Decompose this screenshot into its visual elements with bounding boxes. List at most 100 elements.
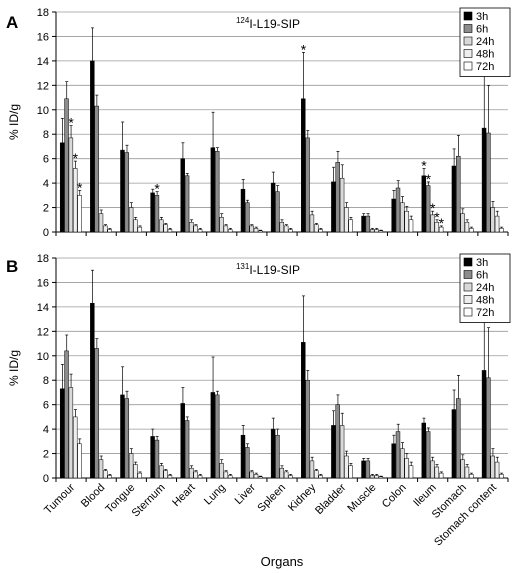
- bar-6h-spleen: [275, 191, 280, 233]
- bar-24h-heart: [189, 467, 194, 479]
- bar-48h-bladder: [344, 455, 349, 479]
- bar-6h-tumour: [64, 98, 69, 233]
- bar-48h-bladder: [344, 207, 349, 233]
- legend-swatch: [463, 257, 473, 267]
- bar-72h-lung: [227, 475, 233, 479]
- bar-48h-spleen: [283, 225, 289, 233]
- bar-24h-sternum: [159, 465, 164, 479]
- legend-label: 72h: [476, 307, 494, 319]
- category-label: Colon: [380, 482, 409, 511]
- bar-48h-tumour: [72, 168, 78, 233]
- significance-star: *: [68, 115, 74, 131]
- bar-6h-heart: [184, 420, 190, 479]
- y-tick-label: 16: [37, 31, 49, 43]
- legend-swatch: [463, 282, 473, 292]
- bar-24h-spleen: [279, 221, 285, 233]
- legend-label: 6h: [476, 24, 488, 36]
- bar-3h-blood: [90, 60, 95, 233]
- bar-3h-blood: [90, 302, 95, 479]
- legend-swatch: [463, 307, 473, 317]
- bar-24h-sternum: [159, 219, 164, 233]
- bar-3h-liver: [240, 188, 246, 233]
- bar-24h-kidney: [309, 214, 315, 233]
- bar-72h-spleen: [288, 475, 293, 479]
- bar-6h-spleen: [275, 434, 280, 479]
- bar-6h-sternum: [154, 439, 160, 479]
- title-text: I-L19-SIP: [249, 17, 300, 31]
- bar-6h-blood: [94, 105, 99, 233]
- bar-48h-tumour: [72, 416, 78, 479]
- legend-swatch: [463, 36, 473, 46]
- y-tick-label: 18: [37, 7, 49, 19]
- legend-label: 72h: [476, 61, 494, 73]
- bar-48h-sternum: [163, 470, 168, 479]
- bar-24h-ileum: [430, 214, 435, 233]
- bar-72h-colon: [408, 219, 414, 233]
- bar-24h-ileum: [430, 460, 435, 479]
- y-tick-label: 6: [43, 400, 49, 412]
- bar-3h-sternum: [150, 192, 155, 233]
- y-tick-label: 8: [43, 375, 49, 387]
- bar-24h-heart: [189, 221, 194, 233]
- bar-48h-tongue: [133, 219, 138, 233]
- x-axis-label: Organs: [261, 554, 304, 569]
- bar-48h-colon: [404, 458, 409, 479]
- panel-title: 131I-L19-SIP: [236, 262, 300, 277]
- bar-24h-stomach-content: [490, 207, 495, 233]
- category-label: Tumour: [42, 481, 77, 516]
- significance-star: *: [430, 200, 436, 216]
- bar-72h-heart: [197, 475, 203, 479]
- bar-48h-colon: [404, 210, 409, 233]
- bar-3h-stomach: [451, 165, 457, 233]
- bar-48h-sternum: [163, 224, 168, 233]
- bar-72h-bladder: [348, 219, 353, 233]
- bar-72h-spleen: [288, 229, 293, 233]
- bar-48h-stomach-content: [494, 215, 500, 233]
- bar-24h-lung: [219, 217, 224, 233]
- bar-24h-colon: [400, 448, 405, 479]
- bar-3h-stomach: [451, 409, 457, 479]
- bar-24h-tongue: [128, 207, 134, 233]
- legend-swatch: [463, 270, 473, 279]
- category-label: Sternum: [130, 482, 168, 520]
- y-tick-label: 14: [37, 302, 49, 314]
- panel-letter: A: [6, 13, 18, 32]
- bar-6h-ileum: [425, 431, 431, 479]
- y-axis-label: % ID/g: [7, 350, 21, 386]
- bar-3h-lung: [210, 392, 216, 479]
- bar-3h-bladder: [331, 181, 336, 233]
- bar-3h-lung: [210, 147, 216, 233]
- legend-label: 6h: [476, 270, 488, 282]
- bar-3h-sternum: [150, 436, 155, 479]
- bar-48h-muscle: [374, 475, 379, 479]
- y-tick-label: 16: [37, 277, 49, 289]
- bar-6h-lung: [214, 394, 220, 479]
- bar-3h-colon: [391, 443, 396, 479]
- bar-6h-muscle: [365, 215, 371, 233]
- bar-72h-tongue: [137, 226, 143, 233]
- y-axis-label: % ID/g: [7, 104, 21, 140]
- bar-3h-muscle: [361, 460, 366, 479]
- bar-6h-sternum: [154, 195, 160, 233]
- bar-3h-kidney: [301, 342, 306, 479]
- title-superscript: 124: [236, 16, 250, 25]
- bar-48h-lung: [223, 225, 229, 233]
- bar-72h-muscle: [378, 476, 384, 479]
- bar-6h-bladder: [335, 404, 340, 479]
- legend-label: 3h: [476, 257, 488, 269]
- category-label: Liver: [233, 481, 259, 507]
- bar-72h-heart: [197, 229, 203, 233]
- bar-24h-tongue: [128, 453, 134, 479]
- legend-label: 48h: [476, 295, 494, 307]
- bar-48h-spleen: [283, 471, 289, 479]
- bar-48h-stomach: [464, 466, 470, 479]
- bar-48h-kidney: [314, 224, 319, 233]
- bar-24h-blood: [98, 213, 104, 233]
- significance-star: *: [426, 171, 432, 187]
- significance-star: *: [301, 41, 307, 57]
- bar-72h-colon: [408, 465, 414, 479]
- bar-6h-stomach: [456, 155, 461, 233]
